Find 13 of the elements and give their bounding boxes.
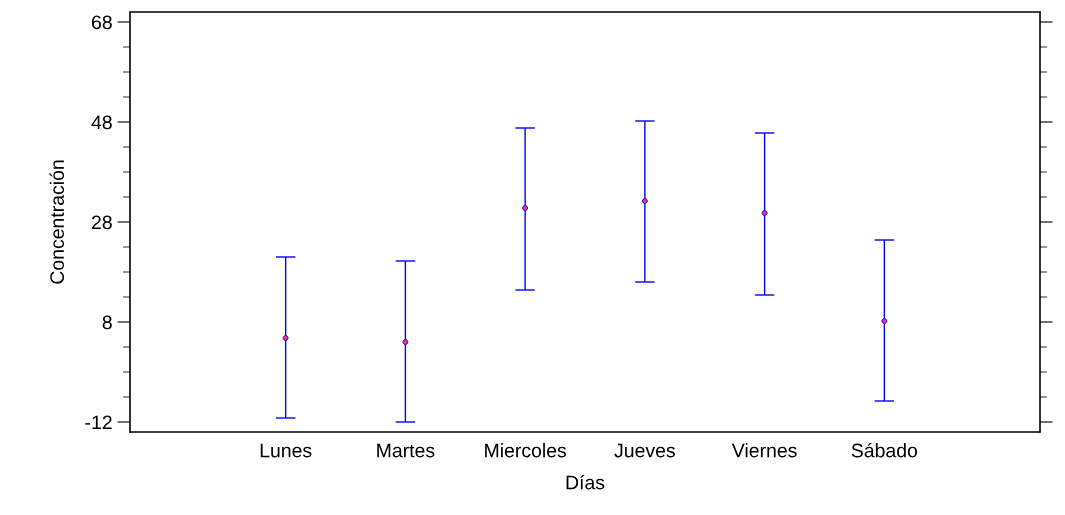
x-tick-label: Jueves (614, 443, 675, 458)
y-tick-label: 8 (102, 315, 112, 330)
x-tick-label: Miercoles (485, 443, 567, 458)
x-tick-label: Lunes (260, 443, 312, 458)
x-tick-label: Viernes (731, 443, 797, 458)
x-tick-label: Martes (377, 443, 435, 458)
x-tick-label: Sábado (851, 442, 918, 458)
x-axis-title: Días (566, 474, 605, 490)
y-tick-label: 28 (91, 215, 112, 230)
y-tick-label: -12 (85, 415, 112, 430)
y-tick-label: 68 (92, 15, 112, 30)
y-axis-title: Concentración (49, 160, 65, 284)
y-tick-label: 48 (91, 115, 112, 130)
